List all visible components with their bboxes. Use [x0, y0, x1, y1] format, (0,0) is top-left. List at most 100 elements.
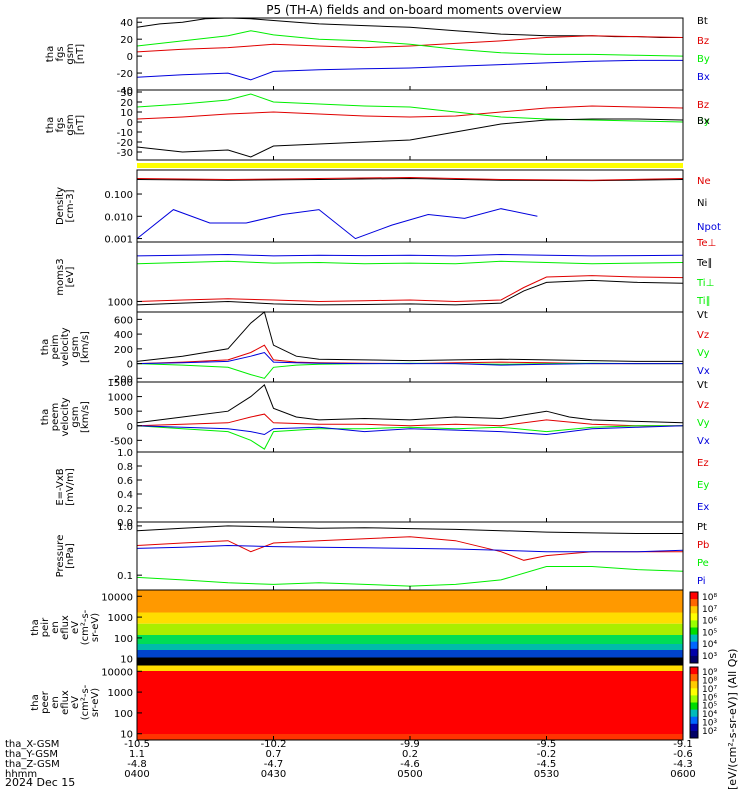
series-te-line [136, 279, 684, 306]
y-tick-label: 500 [114, 407, 133, 418]
legend-label: Pt [697, 522, 707, 533]
y-tick-label: 600 [114, 315, 133, 326]
colorbar-tick-label: 10³ [702, 719, 717, 729]
y-tick-label: -20 [117, 69, 133, 80]
y-tick-label: 200 [114, 345, 133, 356]
y-axis-label: Density [55, 187, 66, 225]
legend-label: Ni [697, 198, 707, 209]
panel-8: Pt Pb Pe Pi 1.0 0.1 Pressure [nPa] [55, 521, 709, 591]
y-tick-label: 1.0 [117, 448, 133, 459]
series-vy-line [136, 425, 683, 450]
colorbar-tick-label: 10⁷ [702, 605, 717, 615]
colorbar-segment [690, 709, 698, 718]
y-axis-label: gsm [65, 114, 76, 135]
series-pe-line [136, 566, 684, 587]
colorbar-tick-label: 10⁵ [702, 628, 717, 638]
y-tick-label: -500 [110, 436, 133, 447]
legend-label: Te⊥ [696, 238, 716, 249]
legend-label: Ex [697, 502, 709, 513]
panel-frame [136, 17, 684, 91]
y-axis-label: [km/s] [80, 401, 91, 433]
y-tick-label: 0.0 [117, 518, 133, 529]
x-tick-label: -9.5 [537, 739, 557, 750]
y-tick-label: 0.100 [104, 190, 133, 201]
x-tick-label: -4.6 [400, 759, 420, 770]
colorbar-segment [690, 606, 698, 614]
legend-label: Ey [697, 480, 709, 491]
y-axis-label: peer [40, 690, 51, 714]
series-bx-line [136, 59, 683, 81]
y-axis-label: tha [45, 46, 56, 62]
y-tick-label: 1.0 [117, 522, 133, 533]
colorbar-segment [690, 599, 698, 607]
colorbar-tick-label: 10⁹ [702, 668, 717, 678]
y-tick-label: 10000 [101, 667, 133, 678]
series-bx-line [136, 118, 684, 158]
y-axis-label: [nT] [75, 115, 86, 135]
x-tick-label: -10.2 [261, 739, 287, 750]
colorbar-frame [689, 591, 699, 664]
y-axis-label: (cm²-s- [80, 684, 91, 720]
spectrogram-band [137, 612, 683, 624]
legend-label: Ez [697, 458, 709, 469]
y-axis-label: en [50, 696, 61, 709]
y-tick-label: 1000 [108, 688, 133, 699]
spectrogram-band [137, 590, 683, 613]
y-axis-label: tha [40, 339, 51, 355]
y-axis-label: velocity [60, 327, 71, 366]
colorbar-tick-label: 10⁶ [702, 617, 717, 627]
x-tick-label: 0.2 [402, 749, 418, 760]
y-tick-label: 1500 [108, 378, 133, 389]
quality-flag-bar [137, 163, 683, 168]
series-vz-line [136, 413, 683, 427]
legend-label: Ti∥ [696, 296, 711, 307]
legend-label: Te∥ [696, 258, 713, 269]
y-axis-label: eflux [60, 690, 71, 715]
y-axis-label: [km/s] [80, 331, 91, 363]
colorbar-segment [690, 641, 698, 650]
colorbar-label: [eV/(cm²-s-sr-eV)] (All Qs) [726, 649, 739, 790]
x-tick-label: -4.5 [537, 759, 557, 770]
y-tick-label: 1000 [108, 297, 133, 308]
colorbar-tick-label: 10² [702, 727, 717, 737]
y-axis-label: (cm²-s- [80, 609, 91, 645]
x-tick-label: 0600 [670, 769, 695, 780]
x-tick-label: 1.1 [129, 749, 145, 760]
x-tick-label: 0500 [397, 769, 422, 780]
y-tick-label: 0.010 [104, 212, 133, 223]
y-tick-label: 10000 [101, 592, 133, 603]
legend-label: Bt [697, 16, 708, 27]
spectrogram-band [137, 644, 683, 650]
y-tick-label: 1000 [108, 613, 133, 624]
panel-frame [136, 381, 684, 453]
colorbar-tick-label: 10³ [702, 652, 717, 662]
y-tick-label: 400 [114, 330, 133, 341]
legend-label: Pe [697, 558, 709, 569]
y-axis-label: tha [30, 619, 41, 635]
colorbar-segment [690, 730, 698, 739]
series-vx-line [136, 425, 684, 436]
x-tick-label: 0530 [534, 769, 559, 780]
y-tick-label: 0.2 [117, 504, 133, 515]
spectrogram-band [137, 623, 683, 635]
x-tick-label: 0.7 [266, 749, 282, 760]
legend-label: By [697, 54, 710, 65]
x-tick-label: -9.9 [400, 739, 420, 750]
panel-4: Te⊥ Te∥ Ti⊥ Ti∥ 1000 moms3 [eV] [55, 238, 716, 313]
colorbar-segment [690, 674, 698, 682]
colorbar-segment [690, 702, 698, 711]
series-te-line [136, 275, 684, 303]
x-tick-label: -9.1 [673, 739, 693, 750]
colorbar-tick-label: 10⁴ [702, 710, 717, 720]
x-axis: tha_X-GSMtha_Y-GSMtha_Z-GSMhhmm-10.51.1-… [5, 739, 696, 780]
y-tick-label: 40 [120, 18, 133, 29]
colorbar-segment [690, 723, 698, 732]
series-pi-line [136, 544, 684, 553]
y-tick-label: -30 [117, 148, 133, 159]
y-tick-label: 100 [114, 634, 133, 645]
date-label: 2024 Dec 15 [5, 776, 75, 789]
